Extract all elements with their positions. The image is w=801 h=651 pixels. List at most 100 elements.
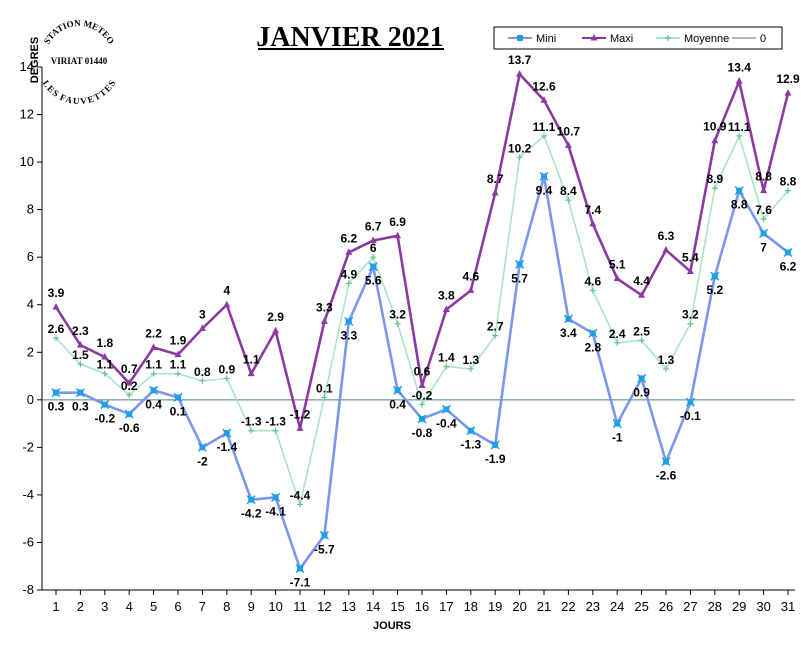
point-moyenne [394, 320, 401, 327]
data-label-mini: 7 [760, 240, 767, 254]
point-moyenne [370, 254, 377, 261]
station-stamp: STATION METEO VIRIAT 01440 LES FAUVETTES [41, 18, 118, 106]
series-moyenne [53, 132, 791, 508]
data-label-moyenne: 4.6 [584, 274, 601, 288]
data-label-maxi: 1.9 [170, 334, 187, 348]
y-tick-label: 0 [27, 392, 34, 407]
y-tick-label: 2 [27, 344, 34, 359]
data-label-maxi: 13.7 [508, 53, 532, 67]
y-tick-label: 12 [20, 107, 34, 122]
point-moyenne [443, 363, 450, 370]
data-label-maxi: -1.2 [290, 407, 311, 421]
data-label-mini: 5.6 [365, 274, 382, 288]
point-moyenne [516, 154, 523, 161]
data-label-maxi: 3 [199, 308, 206, 322]
x-tick-label: 12 [317, 599, 331, 614]
data-label-mini: 0.9 [633, 385, 650, 399]
data-label-moyenne: -1.3 [265, 415, 286, 429]
data-label-moyenne: -0.2 [412, 389, 433, 403]
series-mini [51, 171, 793, 574]
data-label-moyenne: 11.1 [533, 120, 556, 134]
x-axis-label: JOURS [373, 620, 411, 632]
point-mini [661, 457, 671, 467]
data-label-maxi: 4.6 [462, 269, 479, 283]
data-label-moyenne: 8.4 [560, 184, 577, 198]
point-moyenne [492, 332, 499, 339]
data-label-maxi: 13.4 [728, 60, 752, 74]
point-moyenne [272, 427, 279, 434]
point-maxi [125, 379, 133, 386]
legend-label: Mini [536, 33, 556, 45]
legend-item-maxi: Maxi [582, 33, 633, 45]
data-label-moyenne: 0.1 [316, 381, 333, 395]
data-label-maxi: 12.6 [532, 79, 556, 93]
x-tick-label: 13 [342, 599, 356, 614]
y-axis-label: DEGRES [29, 37, 41, 83]
data-label-maxi: 4.4 [633, 274, 650, 288]
data-label-moyenne: 3.2 [682, 308, 699, 322]
point-maxi [467, 286, 475, 293]
x-tick-label: 28 [708, 599, 722, 614]
point-mini [51, 388, 61, 398]
x-tick-label: 8 [223, 599, 230, 614]
point-mini [319, 530, 329, 540]
point-mini [124, 409, 134, 419]
data-label-mini: -4.1 [265, 504, 286, 518]
point-mini [246, 495, 256, 505]
point-moyenne [760, 216, 767, 223]
x-tick-label: 29 [732, 599, 746, 614]
point-moyenne [565, 197, 572, 204]
y-tick-label: 8 [27, 202, 34, 217]
data-label-mini: -7.1 [290, 576, 311, 590]
data-label-maxi: 12.9 [776, 72, 800, 86]
data-label-moyenne: 2.4 [609, 327, 626, 341]
point-moyenne [199, 377, 206, 384]
y-tick-label: -6 [22, 534, 34, 549]
stamp-top-text: STATION METEO [42, 18, 117, 46]
x-tick-label: 9 [248, 599, 255, 614]
point-mini [295, 564, 305, 574]
point-moyenne [687, 320, 694, 327]
point-moyenne [101, 370, 108, 377]
point-mini [466, 426, 476, 436]
point-maxi [52, 303, 60, 310]
data-label-moyenne: 0.2 [121, 379, 138, 393]
data-label-maxi: 8.8 [755, 170, 772, 184]
point-mini [393, 385, 403, 395]
point-moyenne [589, 287, 596, 294]
point-moyenne [150, 370, 157, 377]
data-label-moyenne: 2.7 [487, 320, 504, 334]
data-label-mini: 0.4 [145, 397, 162, 411]
x-tick-label: 27 [683, 599, 697, 614]
y-tick-label: -4 [22, 487, 34, 502]
point-maxi [735, 77, 743, 84]
data-label-moyenne: 2.5 [633, 324, 650, 338]
point-mini [759, 228, 769, 238]
y-tick-label: 6 [27, 249, 34, 264]
point-moyenne [467, 365, 474, 372]
point-maxi [418, 381, 426, 389]
point-maxi [711, 136, 719, 144]
point-maxi [101, 353, 109, 360]
point-moyenne [736, 132, 743, 139]
data-label-mini: 3.3 [340, 328, 357, 342]
point-moyenne [223, 375, 230, 382]
point-moyenne [126, 392, 133, 399]
data-label-moyenne: 1.1 [170, 358, 187, 372]
point-mini [637, 373, 647, 383]
x-tick-label: 17 [439, 599, 453, 614]
x-tick-label: 7 [199, 599, 206, 614]
x-tick-label: 16 [415, 599, 429, 614]
legend-label: 0 [760, 33, 766, 45]
point-maxi [540, 96, 548, 103]
data-label-mini: -0.2 [94, 412, 115, 426]
point-moyenne [321, 394, 328, 401]
legend: Mini Maxi Moyenne 0 [493, 26, 783, 50]
point-maxi [272, 326, 280, 334]
data-label-mini: 0.1 [170, 404, 187, 418]
x-tick-label: 21 [537, 599, 551, 614]
data-label-mini: -4.2 [241, 507, 262, 521]
data-label-mini: 2.8 [584, 340, 601, 354]
legend-box [493, 26, 783, 50]
point-moyenne [345, 280, 352, 287]
